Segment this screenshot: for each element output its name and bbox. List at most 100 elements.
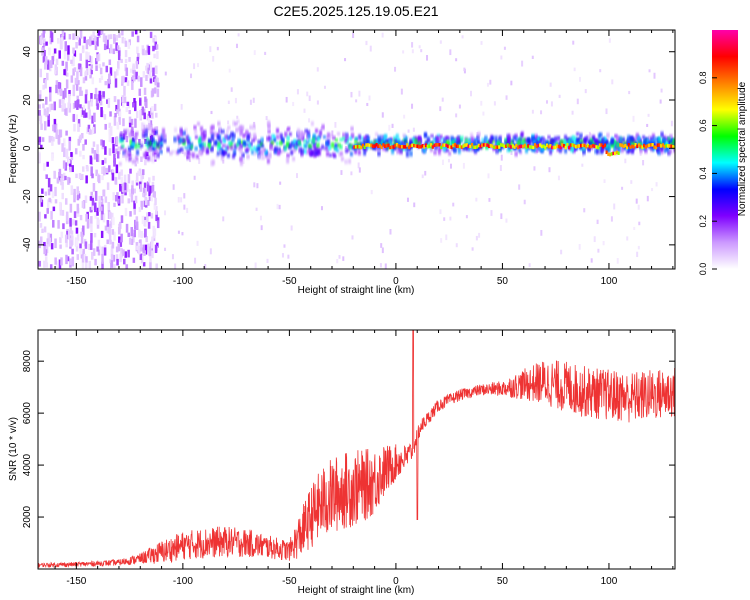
spectrogram-cell bbox=[147, 45, 151, 55]
spectrogram-cell bbox=[79, 86, 82, 97]
spectrogram-cell bbox=[523, 199, 526, 205]
spectrogram-cell bbox=[682, 217, 684, 222]
spectrogram-cell bbox=[70, 185, 74, 195]
spectrogram-cell bbox=[465, 143, 468, 147]
spectrogram-cell bbox=[150, 239, 154, 249]
spectrogram-cell bbox=[98, 201, 101, 212]
snr-plot-area bbox=[38, 330, 675, 569]
spectrogram-cell bbox=[455, 113, 458, 118]
spectrogram-cell bbox=[260, 225, 263, 231]
spectrogram-cell bbox=[476, 135, 480, 140]
spectrogram-cell bbox=[574, 145, 578, 149]
spectrogram-cell bbox=[537, 146, 541, 152]
spectrogram-cell bbox=[336, 148, 339, 153]
spectrogram-cell bbox=[472, 145, 475, 150]
spectrogram-cell bbox=[403, 135, 407, 140]
spectrogram-cell bbox=[230, 131, 234, 136]
spectrogram-cell bbox=[514, 133, 518, 139]
spectrogram-cell bbox=[149, 120, 153, 126]
spectrogram-cell bbox=[477, 143, 480, 148]
spectrogram-cell bbox=[273, 138, 276, 143]
spectrogram-cell bbox=[680, 92, 682, 95]
spectrogram-cell bbox=[262, 147, 266, 153]
spectrogram-cell bbox=[63, 147, 66, 158]
spectrogram-cell bbox=[150, 213, 154, 219]
spectrogram-cell bbox=[101, 246, 104, 256]
spectrogram-cell bbox=[514, 151, 518, 157]
spectrogram-cell bbox=[287, 254, 290, 259]
spectrogram-cell bbox=[106, 182, 110, 190]
spectrogram-cell bbox=[210, 130, 213, 134]
spectrogram-cell bbox=[66, 256, 70, 262]
spectrogram-cell bbox=[232, 132, 236, 139]
spectrogram-cell bbox=[154, 154, 157, 160]
spectrogram-cell bbox=[62, 90, 65, 100]
spectrogram-cell bbox=[65, 79, 69, 89]
spectrogram-cell bbox=[109, 67, 113, 76]
spectrogram-cell bbox=[667, 147, 670, 152]
spectrogram-cell bbox=[660, 149, 663, 155]
spectrogram-cell bbox=[331, 142, 334, 148]
spectrogram-cell bbox=[455, 138, 458, 143]
x-tick-label: 0 bbox=[393, 276, 399, 287]
spectrogram-cell bbox=[180, 131, 183, 137]
spectrogram-cell bbox=[153, 66, 157, 73]
spectrogram-cell bbox=[363, 149, 366, 156]
spectrogram-cell bbox=[85, 39, 89, 50]
spectrogram-cell bbox=[309, 144, 312, 148]
spectrogram-cell bbox=[646, 195, 649, 202]
spectrogram-cell bbox=[63, 103, 66, 112]
spectrogram-cell bbox=[318, 147, 322, 152]
spectrogram-cell bbox=[467, 144, 470, 149]
spectrogram-cell bbox=[477, 139, 480, 145]
x-tick-label: 50 bbox=[497, 276, 509, 287]
spectrogram-cell bbox=[587, 146, 591, 152]
colorbar: 0.00.20.40.60.8 Normalized spectral ampl… bbox=[698, 30, 748, 275]
spectrogram-cell bbox=[184, 128, 188, 135]
spectrogram-cell bbox=[147, 200, 150, 206]
spectrogram-cell bbox=[637, 245, 640, 250]
spectrogram-cell bbox=[672, 145, 675, 149]
spectrogram-cell bbox=[559, 145, 562, 150]
spectrogram-cell bbox=[166, 147, 170, 153]
spectrogram-cell bbox=[578, 137, 582, 141]
x-tick-label: 100 bbox=[601, 276, 618, 287]
spectrogram-cell bbox=[54, 186, 57, 197]
spectrogram-cell bbox=[186, 138, 190, 143]
spectrogram-cell bbox=[656, 137, 659, 142]
spectrogram-cell bbox=[537, 143, 540, 148]
spectrogram-cell bbox=[414, 144, 417, 148]
spectrogram-cell bbox=[194, 257, 197, 264]
spectrogram-cell bbox=[581, 163, 584, 167]
y-tick-label: 4000 bbox=[22, 454, 33, 477]
spectrogram-cell bbox=[82, 225, 85, 236]
spectrogram-cell bbox=[279, 149, 282, 154]
spectrogram-cell bbox=[308, 138, 312, 143]
spectrogram-cell bbox=[127, 174, 131, 184]
spectrogram-cell bbox=[149, 61, 152, 72]
spectrogram-cell bbox=[108, 148, 112, 156]
spectrogram-cell bbox=[365, 40, 368, 46]
spectrogram-cell bbox=[507, 137, 511, 142]
spectrogram-cell bbox=[84, 94, 88, 104]
spectrogram-cell bbox=[126, 128, 130, 133]
spectrogram-cell bbox=[153, 103, 157, 112]
spectrogram-cell bbox=[616, 137, 620, 143]
colorbar-scale bbox=[712, 30, 738, 269]
spectrogram-cell bbox=[656, 147, 660, 153]
spectrogram-cell bbox=[193, 125, 197, 130]
spectrogram-cell bbox=[357, 162, 360, 169]
spectrogram-cell bbox=[147, 155, 150, 161]
spectrogram-cell bbox=[605, 150, 608, 155]
spectrogram-cell bbox=[558, 94, 561, 98]
spectrogram-cell bbox=[84, 241, 88, 249]
spectrogram-cell bbox=[491, 135, 494, 142]
spectrogram-cell bbox=[153, 147, 156, 151]
spectrogram-cell bbox=[445, 136, 448, 140]
spectrogram-cell bbox=[475, 197, 478, 202]
spectrogram-cell bbox=[264, 51, 267, 55]
spectrogram-cell bbox=[63, 69, 66, 76]
spectrogram-cell bbox=[545, 100, 548, 104]
spectrogram-cell bbox=[124, 152, 127, 158]
spectrogram-cell bbox=[637, 143, 641, 147]
